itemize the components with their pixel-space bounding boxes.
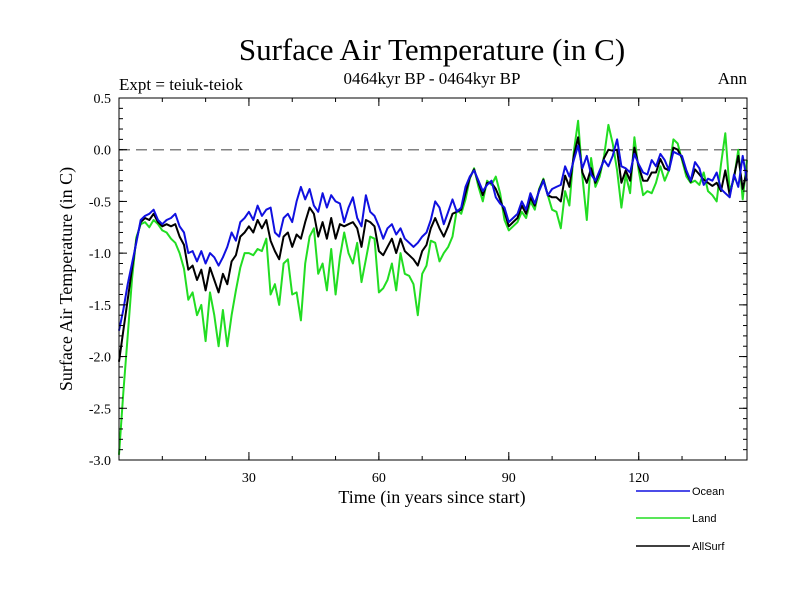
legend-label-land: Land [692, 513, 716, 525]
y-tick-label: 0.5 [94, 92, 112, 107]
y-axis-label: Surface Air Temperature (in C) [56, 167, 77, 391]
chart-title: Surface Air Temperature (in C) [239, 32, 625, 67]
y-tick-label: -3.0 [89, 454, 111, 469]
series-line-ocean [118, 138, 748, 331]
x-tick-label: 90 [502, 471, 516, 486]
y-tick-label: -2.5 [89, 402, 111, 417]
legend-label-ocean: Ocean [692, 486, 724, 498]
season-label: Ann [718, 69, 748, 88]
plot-frame [118, 97, 748, 461]
chart-subtitle: 0464kyr BP - 0464kyr BP [344, 69, 521, 88]
y-tick-label: -1.0 [89, 247, 111, 262]
legend-label-allsurf: AllSurf [692, 541, 725, 553]
axes-layer: 0.5 0.0 -0.5 -1.0 -1.5 -2.0 -2.5 -3.0 30 60 90 120 [89, 92, 748, 486]
y-tick-label: 0.0 [94, 144, 112, 159]
x-tick-label: 120 [628, 471, 649, 486]
series-line-land [118, 119, 748, 455]
series-line-allsurf [118, 136, 748, 362]
experiment-label: Expt = teiuk-teiok [119, 75, 243, 94]
x-tick-label: 60 [372, 471, 386, 486]
x-axis-label: Time (in years since start) [338, 487, 525, 508]
y-tick-label: -2.0 [89, 351, 111, 366]
y-tick-label: -0.5 [89, 195, 111, 210]
series-layer [118, 119, 748, 455]
y-tick-label: -1.5 [89, 299, 111, 314]
legend: Ocean Land AllSurf [636, 486, 725, 553]
x-tick-label: 30 [242, 471, 256, 486]
